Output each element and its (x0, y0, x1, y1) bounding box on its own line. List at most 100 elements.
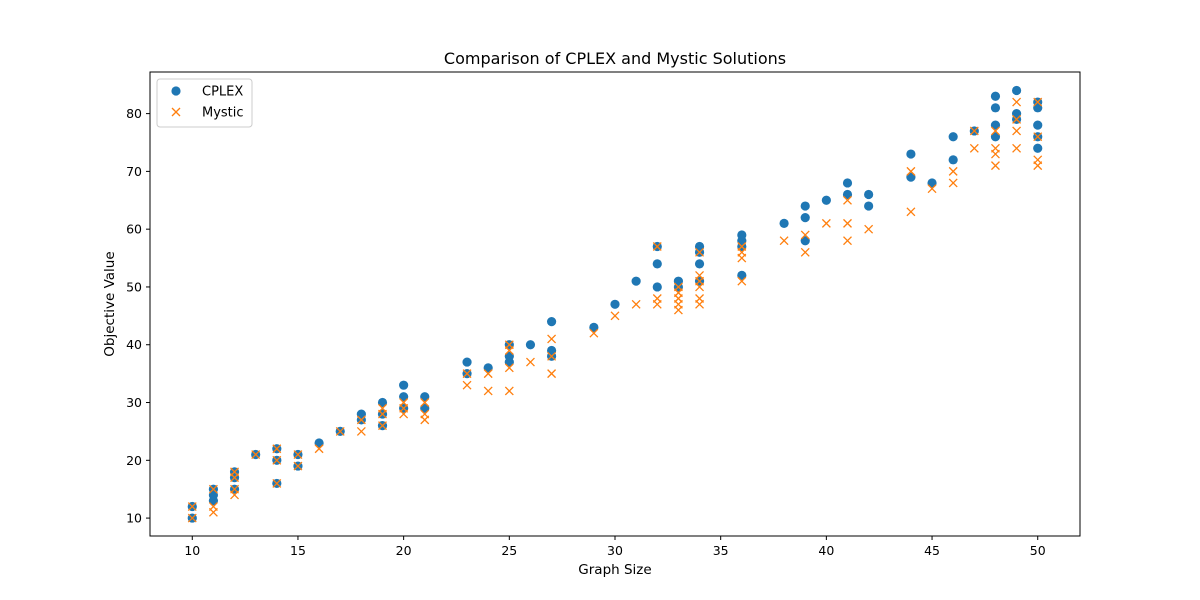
mystic-point (187, 513, 197, 523)
mystic-point (335, 426, 345, 436)
cplex-point (1011, 109, 1022, 119)
y-tick-label: 20 (126, 453, 142, 468)
mystic-point (695, 270, 705, 280)
mystic-point (208, 484, 218, 494)
mystic-point (969, 126, 979, 136)
cplex-point (800, 236, 810, 246)
cplex-point (906, 149, 916, 159)
mystic-point (293, 461, 303, 471)
cplex-point (800, 213, 810, 223)
y-tick-label: 70 (126, 164, 142, 179)
cplex-point (504, 351, 514, 361)
mystic-point (314, 444, 324, 454)
mystic-point (843, 218, 852, 228)
mystic-point (525, 357, 535, 367)
mystic-point (948, 178, 958, 188)
series-layer (187, 85, 1043, 523)
cplex-point (779, 218, 789, 228)
cplex-point (610, 299, 620, 309)
mystic-point (547, 334, 557, 344)
mystic-point (906, 166, 916, 176)
cplex-point (694, 259, 705, 269)
mystic-point (652, 242, 662, 251)
mystic-point (420, 398, 430, 407)
x-tick-label: 25 (501, 543, 517, 558)
mystic-point (378, 421, 387, 431)
cplex-point (589, 322, 599, 333)
mystic-point (610, 311, 620, 321)
mystic-point (504, 386, 514, 396)
mystic-point (462, 380, 472, 390)
x-tick-label: 35 (713, 543, 729, 558)
mystic-point (695, 247, 705, 257)
series-cplex (187, 85, 1043, 523)
cplex-point (1033, 143, 1043, 153)
cplex-point (652, 259, 662, 269)
cplex-point (420, 403, 430, 413)
mystic-point (547, 351, 557, 361)
mystic-point (843, 236, 852, 246)
cplex-point (546, 345, 557, 356)
x-tick-label: 40 (818, 543, 834, 558)
y-tick-label: 50 (126, 279, 142, 294)
cplex-point (990, 132, 1001, 142)
mystic-point (864, 224, 874, 234)
cplex-point (525, 340, 536, 350)
mystic-point (652, 294, 662, 303)
mystic-point (272, 478, 282, 488)
mystic-point (251, 450, 261, 459)
x-tick-label: 45 (924, 543, 940, 558)
cplex-point (927, 178, 937, 188)
mystic-point (990, 161, 1000, 171)
mystic-point (356, 426, 366, 436)
mystic-point (800, 247, 810, 257)
mystic-point (906, 207, 916, 217)
mystic-point (378, 403, 387, 413)
mystic-point (293, 450, 303, 459)
cplex-point (546, 317, 557, 327)
mystic-point (1033, 97, 1043, 107)
mystic-point (927, 184, 937, 194)
cplex-point (652, 282, 662, 292)
x-tick-label: 10 (184, 543, 200, 558)
mystic-point (483, 369, 493, 379)
mystic-point (1033, 155, 1043, 165)
mystic-point (1012, 114, 1022, 124)
legend-label: Mystic (202, 106, 244, 121)
cplex-point (737, 270, 747, 280)
cplex-point (990, 91, 1001, 101)
mystic-point (230, 467, 240, 477)
cplex-point (631, 276, 641, 286)
y-axis: 10 20 30 40 50 60 70 80 (126, 106, 150, 526)
cplex-point (821, 195, 831, 205)
y-tick-label: 40 (126, 337, 142, 352)
x-axis: 10 15 20 25 30 35 40 45 50 (184, 536, 1046, 558)
legend-marker-cplex (171, 86, 181, 96)
mystic-point (1033, 132, 1043, 142)
cplex-point (948, 155, 958, 165)
mystic-point (800, 230, 810, 240)
cplex-point (948, 132, 958, 142)
mystic-point (843, 195, 852, 205)
cplex-point (694, 241, 705, 252)
mystic-point (399, 398, 409, 407)
cplex-point (842, 189, 853, 200)
mystic-point (631, 299, 641, 309)
mystic-point (737, 242, 747, 251)
cplex-point (399, 392, 409, 402)
y-axis-label: Objective Value (102, 251, 118, 356)
mystic-point (779, 236, 789, 246)
x-tick-label: 20 (396, 543, 412, 558)
x-axis-label: Graph Size (578, 562, 651, 578)
mystic-point (1012, 143, 1022, 153)
cplex-point (420, 392, 430, 402)
cplex-point (864, 201, 874, 211)
mystic-point (1012, 97, 1022, 107)
mystic-point (990, 126, 1000, 136)
mystic-point (462, 369, 472, 379)
cplex-point (906, 172, 916, 182)
mystic-point (948, 166, 958, 176)
mystic-point (230, 484, 240, 494)
legend-label: CPLEX (202, 85, 243, 100)
